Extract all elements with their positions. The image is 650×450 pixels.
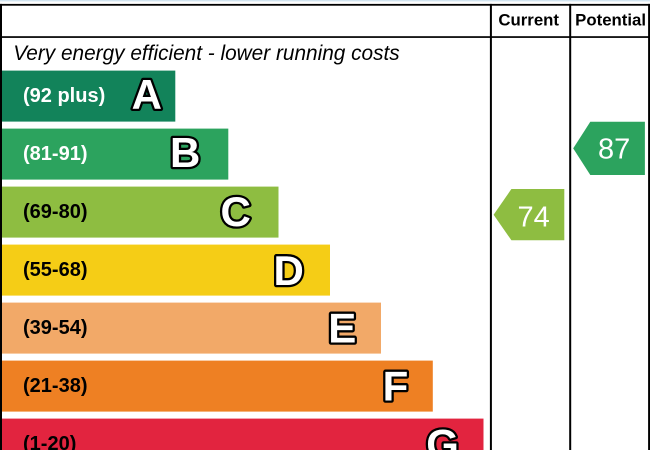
svg-text:C: C: [221, 188, 251, 235]
svg-text:Potential: Potential: [575, 11, 646, 30]
svg-text:D: D: [274, 247, 304, 294]
svg-text:F: F: [383, 362, 409, 409]
svg-text:Very energy efficient - lower: Very energy efficient - lower running co…: [13, 42, 399, 65]
svg-text:(1-20): (1-20): [23, 433, 76, 450]
svg-text:(39-54): (39-54): [23, 317, 87, 339]
svg-text:Current: Current: [498, 11, 559, 30]
svg-text:A: A: [132, 71, 162, 118]
svg-text:(81-91): (81-91): [23, 143, 87, 165]
svg-text:87: 87: [598, 133, 630, 165]
svg-text:(21-38): (21-38): [23, 375, 87, 397]
svg-text:(92 plus): (92 plus): [23, 85, 105, 107]
svg-text:74: 74: [517, 201, 549, 233]
svg-text:E: E: [328, 304, 356, 351]
svg-text:(69-80): (69-80): [23, 201, 87, 223]
svg-text:(55-68): (55-68): [23, 259, 87, 281]
svg-text:G: G: [426, 421, 459, 450]
svg-text:B: B: [170, 129, 200, 176]
